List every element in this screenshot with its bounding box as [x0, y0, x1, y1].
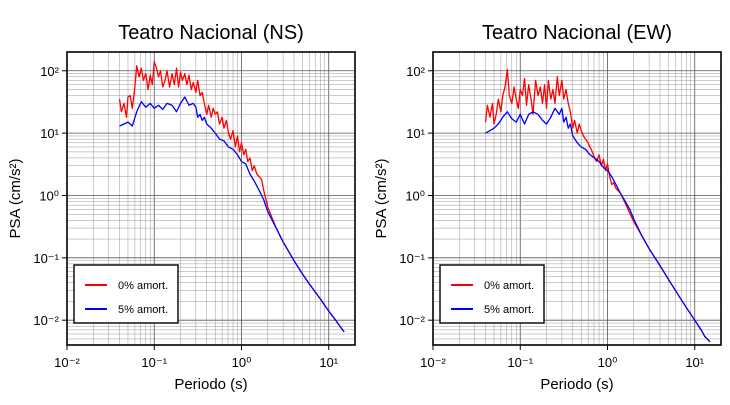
- chart-1-legend-label-1: 0% amort.: [118, 280, 168, 292]
- chart-2-y-axis-label: PSA (cm/s²): [373, 158, 390, 238]
- chart-2-panel: 10⁻² 10⁻¹ 10⁰ 10¹ 10⁻² 10⁻¹ 10⁰ 10¹ 10² Teatro Na…: [373, 22, 722, 393]
- chart-2-y-tick-label: 10⁻¹: [399, 251, 425, 266]
- chart-1-y-tick-label: 10¹: [40, 126, 59, 141]
- chart-1-x-tick-label: 10⁻²: [54, 355, 80, 370]
- chart-2-y-tick-label: 10⁻²: [399, 313, 425, 328]
- chart-2-legend-label-2: 5% amort.: [484, 304, 534, 316]
- chart-2-plot-frame: [432, 51, 722, 346]
- chart-1-panel: 10⁻² 10⁻¹ 10⁰ 10¹ 10⁻² 10⁻¹ 10⁰ 10¹ 10² Teatro Na…: [7, 22, 356, 393]
- chart-1-legend: 0% amort. 5% amort.: [73, 264, 179, 324]
- chart-2-y-tick-label: 10⁰: [405, 188, 425, 203]
- chart-2-series-2-line: [485, 107, 711, 343]
- chart-1-series-2-line: [119, 96, 345, 333]
- chart-1-x-axis-label: Periodo (s): [174, 376, 247, 393]
- chart-1-y-axis-label: PSA (cm/s²): [7, 158, 24, 238]
- chart-1-x-tick-label: 10⁰: [232, 355, 252, 370]
- chart-1-plot-frame: [66, 51, 356, 346]
- chart-1-x-tick-label: 10¹: [319, 355, 338, 370]
- chart-2-legend: 0% amort. 5% amort.: [439, 264, 545, 324]
- chart-2-legend-box: [439, 264, 545, 324]
- chart-2-x-tick-label: 10⁻²: [420, 355, 446, 370]
- chart-2-x-axis-label: Periodo (s): [540, 376, 613, 393]
- chart-1-legend-label-2: 5% amort.: [118, 304, 168, 316]
- chart-1-y-tick-label: 10⁻²: [33, 313, 59, 328]
- chart-2-y-tick-label: 10¹: [406, 126, 425, 141]
- chart-2-x-tick-label: 10¹: [685, 355, 704, 370]
- chart-1-y-tick-label: 10⁰: [39, 188, 59, 203]
- chart-1-y-tick-label: 10⁻¹: [33, 251, 59, 266]
- chart-2-x-tick-label: 10⁰: [598, 355, 618, 370]
- chart-1-x-tick-label: 10⁻¹: [141, 355, 167, 370]
- chart-2-x-tick-label: 10⁻¹: [507, 355, 533, 370]
- chart-1-y-tick-label: 10²: [40, 64, 59, 79]
- chart-2-legend-label-1: 0% amort.: [484, 280, 534, 292]
- chart-1-legend-box: [73, 264, 179, 324]
- chart-2-title: Teatro Nacional (EW): [482, 22, 672, 44]
- chart-1-title: Teatro Nacional (NS): [118, 22, 304, 44]
- chart-1-series-1-line: [118, 61, 345, 333]
- chart-2-y-tick-label: 10²: [406, 64, 425, 79]
